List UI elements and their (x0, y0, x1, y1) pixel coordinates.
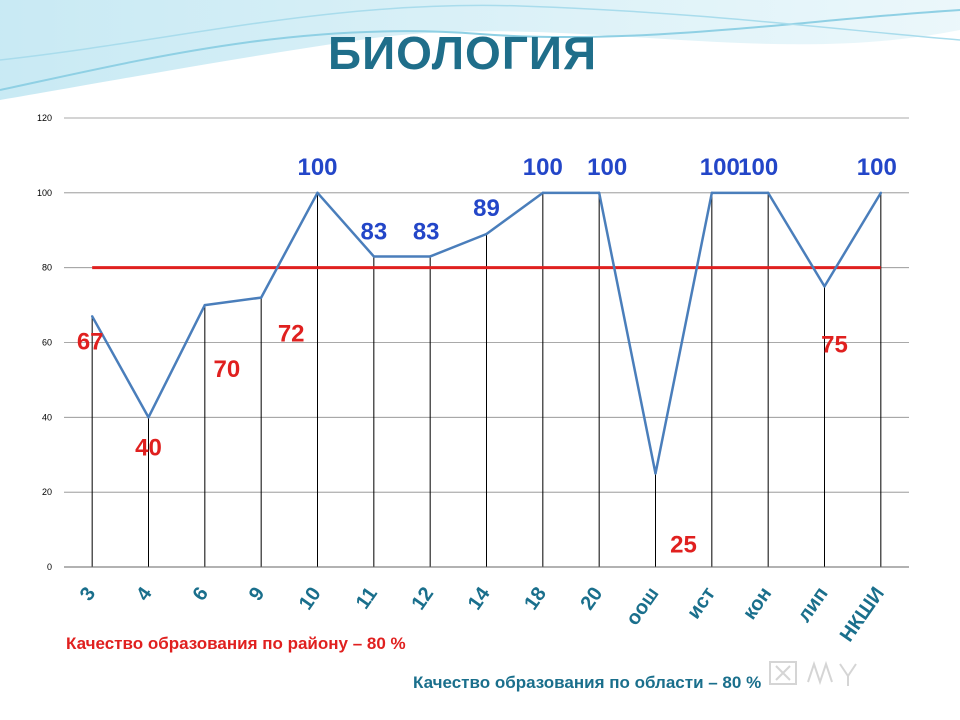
data-point (90, 315, 94, 318)
x-tick-label: 3 (76, 583, 100, 605)
x-tick-label: кон (739, 583, 777, 624)
x-tick-label: 10 (295, 583, 326, 614)
data-label: 100 (523, 154, 563, 181)
data-point (823, 285, 826, 288)
x-tick-label: 11 (352, 583, 382, 613)
top-wave-line (0, 9, 960, 91)
data-label: 72 (278, 321, 305, 348)
data-point (879, 191, 883, 195)
x-tick-label: ист (683, 583, 720, 623)
data-point (428, 255, 432, 258)
data-label: 100 (700, 154, 740, 181)
data-label: 89 (473, 195, 500, 222)
y-tick-label: 80 (42, 263, 52, 273)
data-label: 40 (135, 434, 162, 461)
x-tick-label: НКШИ (836, 583, 889, 646)
y-tick-label: 0 (47, 562, 52, 572)
series-layer (90, 191, 883, 475)
data-point (541, 191, 545, 195)
data-label: 75 (821, 331, 848, 358)
drop-lines (91, 192, 882, 567)
data-point (203, 303, 207, 307)
data-label: 100 (857, 154, 897, 181)
y-tick-label: 20 (42, 487, 52, 497)
data-point (485, 232, 488, 236)
data-label: 67 (77, 328, 104, 355)
data-point (654, 472, 657, 475)
mysvod-logo-icon (769, 660, 857, 686)
x-tick-label: лип (793, 583, 832, 626)
x-tick-label: 9 (245, 583, 269, 605)
region-quality-note: Качество образования по области – 80 % (413, 673, 762, 692)
data-point (710, 191, 714, 195)
slide-title: БИОЛОГИЯ (328, 27, 598, 79)
x-tick-label: оош (622, 583, 664, 629)
data-label: 83 (360, 218, 387, 245)
data-point (597, 191, 601, 195)
data-label: 100 (587, 154, 627, 181)
top-wave-line-2 (0, 4, 960, 61)
x-tick-label: 18 (520, 583, 551, 614)
data-point (316, 191, 319, 195)
data-label: 83 (413, 218, 440, 245)
data-point (259, 296, 263, 299)
x-tick-label: 14 (464, 583, 495, 615)
data-label: 100 (297, 154, 337, 181)
y-tick-label: 120 (37, 113, 52, 123)
y-tick-label: 60 (42, 338, 52, 348)
x-tick-label: 20 (576, 583, 607, 614)
x-tick-label: 12 (407, 583, 438, 614)
data-point (372, 255, 376, 258)
data-label: 100 (738, 154, 778, 181)
y-tick-label: 40 (42, 412, 52, 422)
data-point (766, 191, 770, 195)
data-label: 25 (670, 531, 697, 558)
y-tick-label: 100 (37, 188, 52, 198)
district-quality-note: Качество образования по району – 80 % (66, 634, 406, 653)
data-label: 70 (213, 356, 240, 383)
data-point (147, 416, 150, 419)
x-tick-label: 4 (132, 583, 157, 605)
x-tick-label: 6 (189, 583, 213, 605)
